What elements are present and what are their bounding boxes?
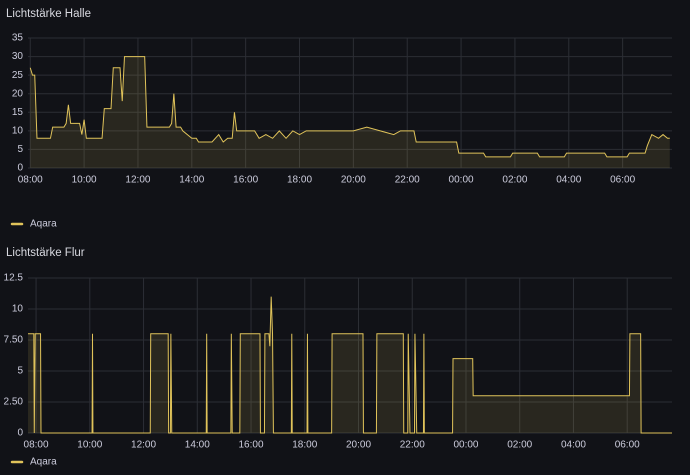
series-line bbox=[29, 56, 670, 158]
x-tick-label: 06:00 bbox=[615, 440, 640, 451]
panel-title: Lichtstärke Halle bbox=[6, 8, 91, 20]
y-tick-label: 5 bbox=[17, 366, 23, 377]
y-tick-label: 10 bbox=[12, 304, 24, 315]
x-tick-label: 00:00 bbox=[453, 440, 478, 451]
panel-title: Lichtstärke Flur bbox=[6, 247, 85, 259]
series-line bbox=[28, 296, 672, 434]
y-tick-label: 15 bbox=[12, 107, 24, 118]
x-tick-label: 14:00 bbox=[179, 175, 204, 186]
legend-label: Aqara bbox=[30, 219, 57, 230]
y-tick-label: 5 bbox=[17, 144, 23, 155]
x-tick-label: 08:00 bbox=[18, 175, 43, 186]
x-tick-label: 02:00 bbox=[507, 440, 532, 451]
x-tick-label: 18:00 bbox=[287, 175, 312, 186]
x-tick-label: 18:00 bbox=[292, 440, 317, 451]
y-tick-label: 20 bbox=[12, 88, 24, 99]
x-tick-label: 22:00 bbox=[395, 175, 420, 186]
y-tick-label: 10 bbox=[12, 125, 24, 136]
y-tick-label: 25 bbox=[12, 70, 24, 81]
y-tick-label: 0 bbox=[17, 163, 23, 174]
y-tick-label: 30 bbox=[12, 51, 24, 62]
x-tick-label: 10:00 bbox=[77, 440, 102, 451]
y-tick-label: 12.5 bbox=[4, 273, 24, 284]
y-tick-label: 35 bbox=[12, 33, 24, 44]
x-tick-label: 02:00 bbox=[502, 175, 527, 186]
x-tick-label: 04:00 bbox=[561, 440, 586, 451]
x-tick-label: 08:00 bbox=[24, 440, 49, 451]
x-tick-label: 22:00 bbox=[400, 440, 425, 451]
y-tick-label: 7.50 bbox=[4, 335, 24, 346]
x-tick-label: 12:00 bbox=[125, 175, 150, 186]
x-tick-label: 20:00 bbox=[346, 440, 371, 451]
x-tick-label: 04:00 bbox=[556, 175, 581, 186]
area-fill bbox=[28, 296, 672, 433]
x-tick-label: 16:00 bbox=[233, 175, 258, 186]
x-tick-label: 00:00 bbox=[449, 175, 474, 186]
legend-label: Aqara bbox=[30, 457, 57, 468]
x-tick-label: 16:00 bbox=[239, 440, 264, 451]
x-tick-label: 20:00 bbox=[341, 175, 366, 186]
area-fill bbox=[30, 56, 670, 168]
x-tick-label: 06:00 bbox=[610, 175, 635, 186]
x-tick-label: 14:00 bbox=[185, 440, 210, 451]
x-tick-label: 10:00 bbox=[72, 175, 97, 186]
y-tick-label: 0 bbox=[17, 428, 23, 439]
y-tick-label: 2.50 bbox=[4, 397, 24, 408]
x-tick-label: 12:00 bbox=[131, 440, 156, 451]
